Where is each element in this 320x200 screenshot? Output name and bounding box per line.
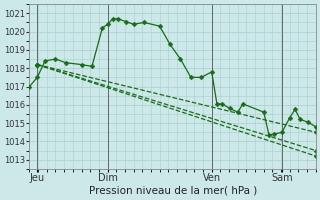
X-axis label: Pression niveau de la mer( hPa ): Pression niveau de la mer( hPa ) <box>89 186 257 196</box>
